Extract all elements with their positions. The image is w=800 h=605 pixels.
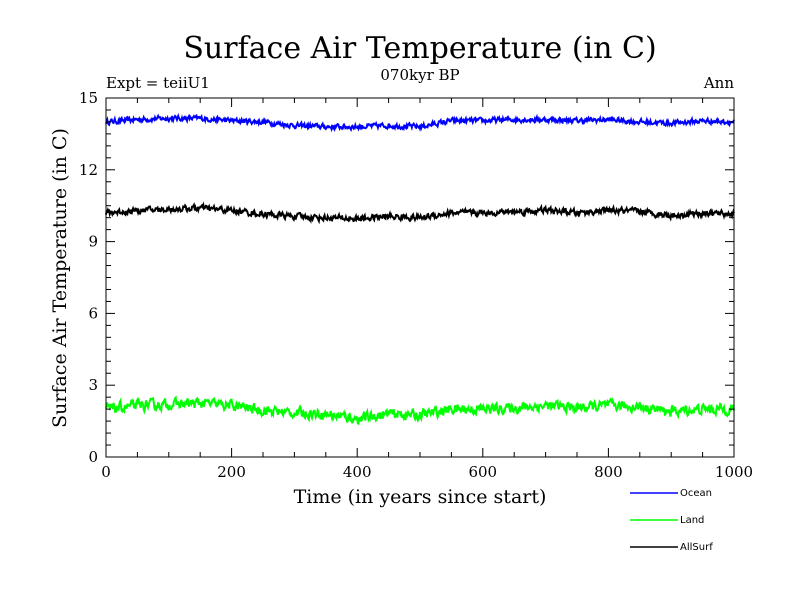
legend-label-allsurf: AllSurf: [680, 542, 713, 553]
y-axis-label: Surface Air Temperature (in C): [49, 128, 71, 428]
series-line-land: [105, 395, 735, 426]
y-tick-label: 15: [79, 89, 98, 107]
x-tick-label: 600: [468, 463, 497, 481]
x-tick-label: 1000: [715, 463, 753, 481]
plot-area: 0 200 400 600 800 1000 0 3 6 9 12 15: [79, 89, 753, 481]
chart-subtitle: 070kyr BP: [380, 66, 459, 84]
y-tick-label: 9: [88, 233, 98, 251]
experiment-label: Expt = teiiU1: [106, 74, 210, 92]
x-tick-label: 800: [594, 463, 623, 481]
legend: Ocean Land AllSurf: [630, 488, 713, 553]
legend-label-ocean: Ocean: [680, 488, 712, 499]
x-tick-label: 200: [217, 463, 246, 481]
y-tick-label: 3: [88, 376, 98, 394]
y-tick-label: 6: [88, 304, 98, 322]
chart-title: Surface Air Temperature (in C): [183, 31, 656, 66]
series-line-allsurf: [105, 201, 735, 225]
legend-label-land: Land: [680, 515, 704, 526]
period-label: Ann: [703, 74, 734, 92]
x-tick-label: 0: [101, 463, 111, 481]
x-axis-label: Time (in years since start): [294, 486, 547, 508]
y-tick-label: 0: [88, 448, 98, 466]
x-tick-label: 400: [343, 463, 372, 481]
series-line-ocean: [105, 112, 735, 133]
y-tick-label: 12: [79, 161, 98, 179]
